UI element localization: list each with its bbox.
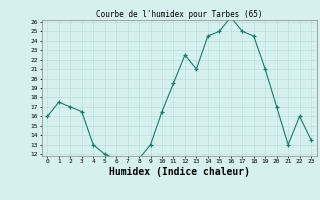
Title: Courbe de l'humidex pour Tarbes (65): Courbe de l'humidex pour Tarbes (65) [96, 10, 262, 19]
X-axis label: Humidex (Indice chaleur): Humidex (Indice chaleur) [109, 167, 250, 177]
